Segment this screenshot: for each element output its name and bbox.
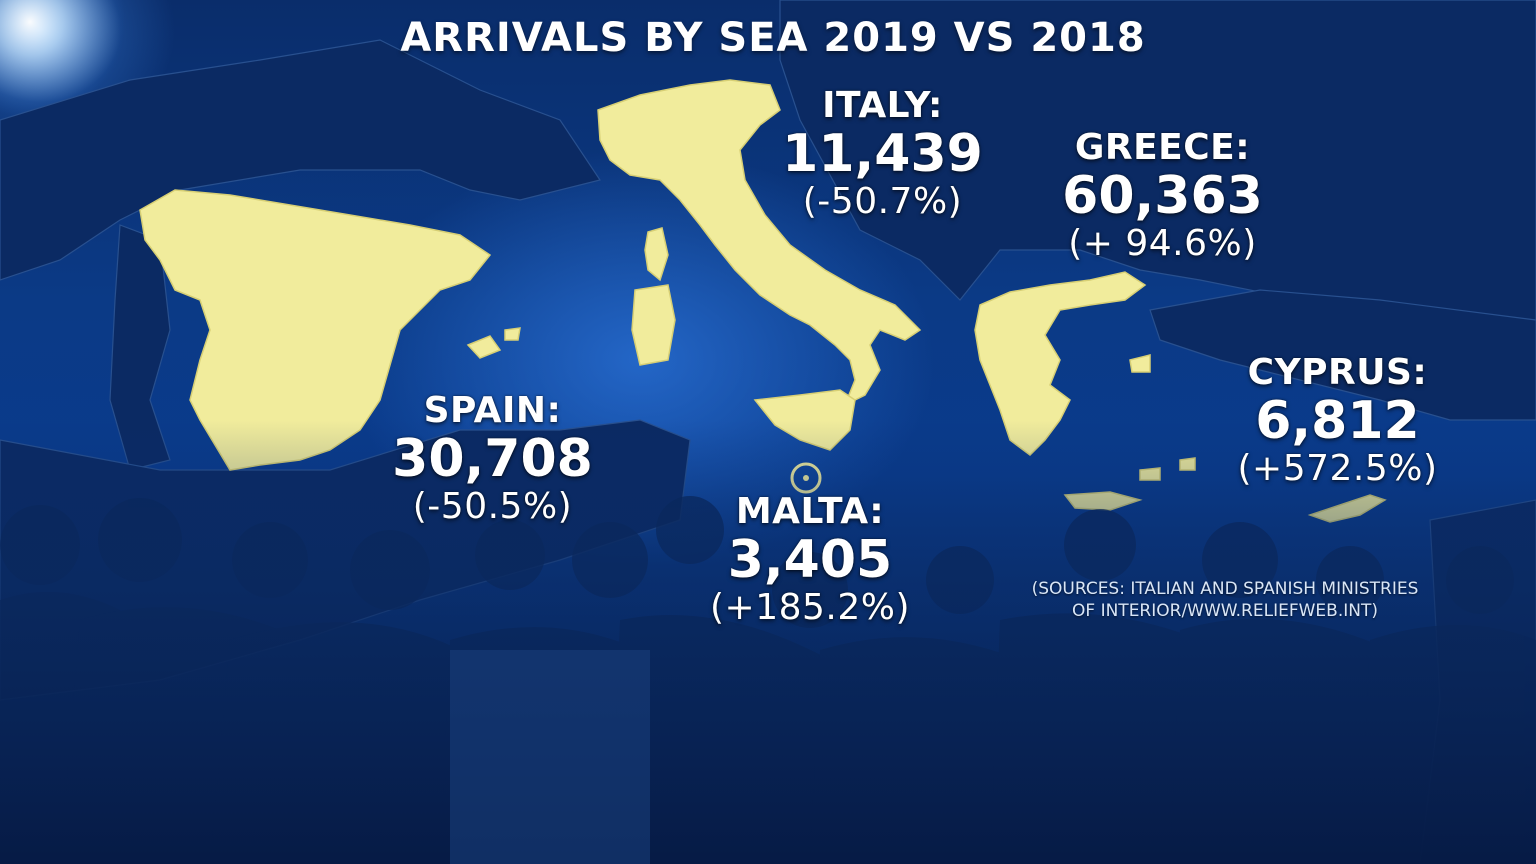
italy-label: ITALY: 11,439 (-50.7%) (780, 88, 985, 220)
spain-label: SPAIN: 30,708 (-50.5%) (375, 393, 610, 525)
spain-arrivals: 30,708 (392, 429, 593, 489)
malta-name: MALTA: (735, 491, 885, 532)
greece-name: GREECE: (1074, 127, 1251, 168)
spain-change: (-50.5%) (412, 486, 573, 527)
source-line-1: (SOURCES: ITALIAN AND SPANISH MINISTRIES (1031, 579, 1419, 599)
lens-flare (0, 0, 125, 117)
chart-title: ARRIVALS BY SEA 2019 VS 2018 (400, 15, 1146, 61)
greece-arrivals: 60,363 (1062, 166, 1263, 226)
cyprus-arrivals: 6,812 (1255, 391, 1420, 451)
italy-name: ITALY: (822, 85, 943, 126)
sardinia-shape (631, 284, 676, 366)
malta-arrivals: 3,405 (727, 530, 893, 590)
greece-shape (974, 271, 1147, 456)
malta-label: MALTA: 3,405 (+185.2%) (705, 494, 915, 626)
malta-change: (+185.2%) (709, 587, 911, 628)
cyprus-change: (+572.5%) (1237, 448, 1438, 489)
greece-change: (+ 94.6%) (1068, 223, 1257, 264)
source-note: (SOURCES: ITALIAN AND SPANISH MINISTRIES… (975, 578, 1475, 622)
spain-name: SPAIN: (423, 390, 562, 431)
italy-shape (597, 79, 922, 407)
source-line-2: OF INTERIOR/WWW.RELIEFWEB.INT) (1072, 601, 1378, 622)
italy-arrivals: 11,439 (782, 124, 983, 184)
corsica-shape (644, 227, 669, 282)
balearic-islands-shape (466, 335, 502, 359)
greece-label: GREECE: 60,363 (+ 94.6%) (1040, 130, 1285, 262)
italy-change: (-50.7%) (802, 181, 963, 222)
foreground-figure (450, 650, 650, 864)
cyprus-label: CYPRUS: 6,812 (+572.5%) (1225, 355, 1450, 487)
cyprus-name: CYPRUS: (1247, 352, 1428, 393)
